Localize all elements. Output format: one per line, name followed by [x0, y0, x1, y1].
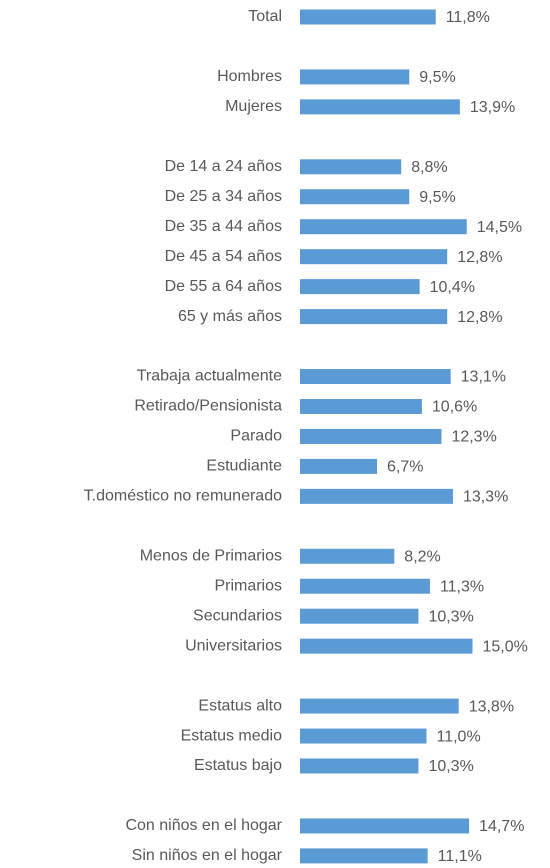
- value-label: 8,8%: [411, 159, 447, 176]
- value-label: 10,3%: [428, 608, 473, 625]
- value-label: 14,7%: [479, 818, 524, 835]
- bar: [300, 369, 451, 385]
- value-label: 11,1%: [438, 848, 482, 865]
- category-label: Estatus bajo: [194, 757, 282, 774]
- category-label: De 35 a 44 años: [165, 218, 282, 235]
- category-label: Hombres: [217, 68, 282, 85]
- value-label: 13,8%: [469, 698, 514, 715]
- value-label: 13,1%: [461, 369, 506, 386]
- bar: [300, 428, 442, 444]
- bar: [300, 249, 448, 265]
- bar: [300, 99, 460, 115]
- category-label: Mujeres: [225, 98, 282, 115]
- category-label: Trabaja actualmente: [137, 368, 282, 385]
- category-label: Menos de Primarios: [140, 547, 282, 564]
- bar: [300, 309, 448, 325]
- bar: [300, 488, 453, 504]
- category-label: Estatus medio: [181, 727, 282, 744]
- value-label: 12,3%: [451, 429, 496, 446]
- bar: [300, 608, 419, 624]
- value-label: 11,8%: [446, 9, 490, 26]
- category-label: Sin niños en el hogar: [132, 847, 283, 864]
- category-label: De 45 a 54 años: [165, 248, 282, 265]
- value-label: 12,8%: [457, 309, 502, 326]
- value-label: 11,0%: [437, 728, 481, 745]
- category-label: T.doméstico no remunerado: [84, 488, 282, 505]
- category-label: Universitarios: [185, 637, 282, 654]
- bar: [300, 638, 473, 654]
- bar: [300, 9, 436, 25]
- category-label: Con niños en el hogar: [125, 817, 282, 834]
- value-label: 15,0%: [483, 638, 528, 655]
- value-label: 13,9%: [470, 99, 515, 116]
- category-label: Estatus alto: [198, 697, 282, 714]
- bar: [300, 848, 428, 864]
- value-label: 9,5%: [419, 69, 455, 86]
- bar: [300, 219, 467, 235]
- category-label: De 55 a 64 años: [165, 278, 282, 295]
- bar: [300, 159, 402, 175]
- bar: [300, 728, 427, 744]
- value-label: 12,8%: [457, 249, 502, 266]
- value-label: 10,4%: [430, 279, 475, 296]
- value-label: 10,6%: [432, 399, 477, 416]
- bar: [300, 279, 420, 295]
- category-label: Primarios: [214, 577, 282, 594]
- category-label: De 14 a 24 años: [165, 158, 282, 175]
- category-label: Total: [248, 8, 282, 25]
- category-label: Secundarios: [193, 607, 282, 624]
- bar: [300, 69, 410, 85]
- value-label: 14,5%: [477, 219, 522, 236]
- bar: [300, 189, 410, 205]
- value-label: 8,2%: [404, 548, 440, 565]
- bar: [300, 578, 430, 594]
- bar: [300, 818, 470, 834]
- bar: [300, 548, 395, 564]
- bar: [300, 458, 378, 474]
- category-label: De 25 a 34 años: [165, 188, 282, 205]
- category-label: 65 y más años: [178, 308, 282, 325]
- bar: [300, 398, 422, 414]
- value-label: 10,3%: [428, 758, 473, 775]
- value-label: 6,7%: [387, 459, 423, 476]
- category-label: Estudiante: [206, 458, 282, 475]
- bar: [300, 758, 419, 774]
- bar: [300, 698, 459, 714]
- value-label: 9,5%: [419, 189, 455, 206]
- category-label: Parado: [230, 428, 282, 445]
- value-label: 11,3%: [440, 578, 484, 595]
- value-label: 13,3%: [463, 489, 508, 506]
- category-label: Retirado/Pensionista: [134, 398, 282, 415]
